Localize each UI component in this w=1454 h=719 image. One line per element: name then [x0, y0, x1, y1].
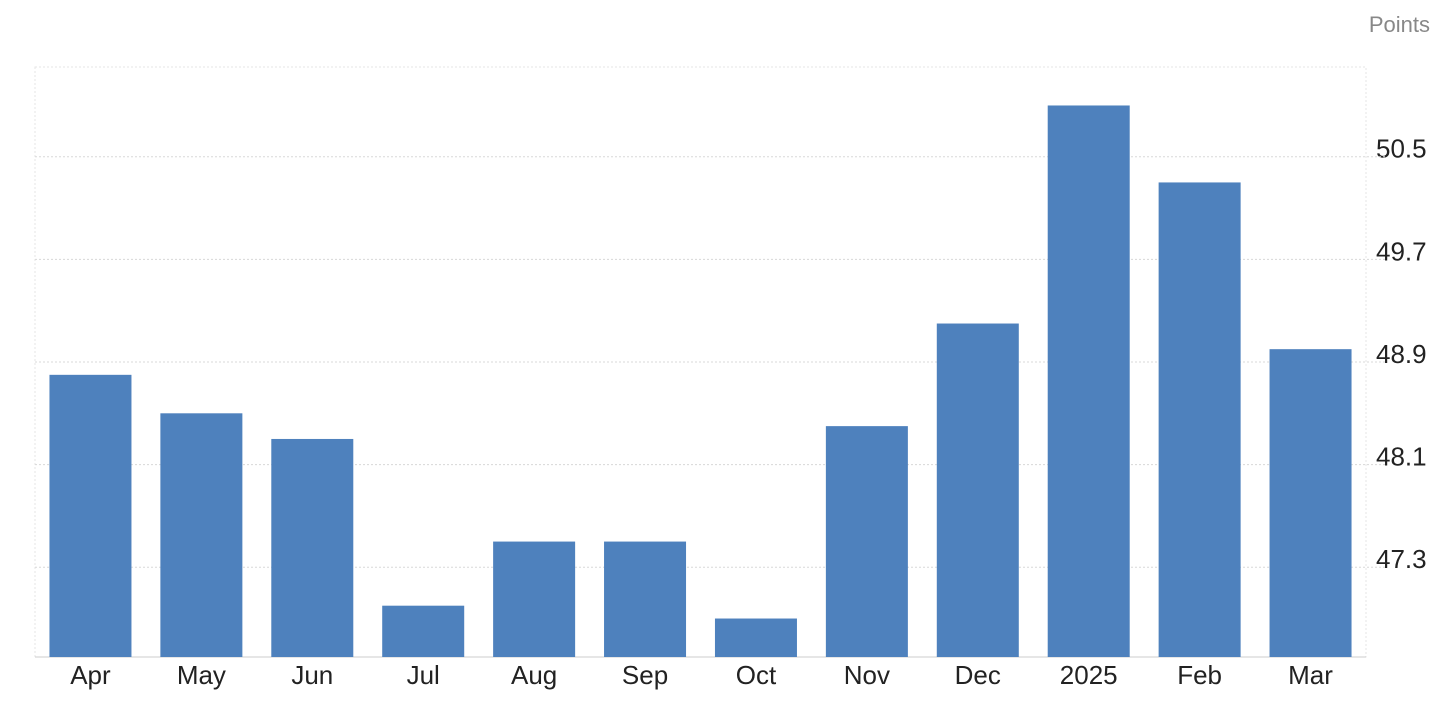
bar — [160, 413, 243, 657]
x-tick-label: Aug — [511, 660, 557, 690]
bar — [493, 541, 576, 657]
bar — [1158, 182, 1241, 657]
x-tick-label: Oct — [736, 660, 777, 690]
y-tick-label: 48.1 — [1376, 441, 1427, 471]
y-tick-label: 48.9 — [1376, 339, 1427, 369]
bar — [49, 374, 132, 657]
x-tick-label: Apr — [70, 660, 111, 690]
x-tick-label: Dec — [955, 660, 1001, 690]
bar — [714, 618, 797, 657]
x-tick-label: 2025 — [1060, 660, 1118, 690]
y-tick-label: 49.7 — [1376, 236, 1427, 266]
x-tick-label: Feb — [1177, 660, 1222, 690]
bar — [604, 541, 687, 657]
x-tick-label: Nov — [844, 660, 890, 690]
y-tick-label: 47.3 — [1376, 544, 1427, 574]
bar — [1047, 105, 1130, 657]
bar — [1269, 349, 1352, 657]
bar — [382, 605, 465, 657]
x-tick-label: Mar — [1288, 660, 1333, 690]
x-tick-label: Jun — [291, 660, 333, 690]
x-tick-label: May — [177, 660, 226, 690]
x-tick-label: Jul — [407, 660, 440, 690]
plot-frame — [34, 66, 1367, 658]
unit-label: Points — [1369, 12, 1430, 37]
bar — [825, 426, 908, 657]
bar — [936, 323, 1019, 657]
y-tick-label: 50.5 — [1376, 134, 1427, 164]
x-tick-label: Sep — [622, 660, 668, 690]
bar — [271, 438, 354, 657]
